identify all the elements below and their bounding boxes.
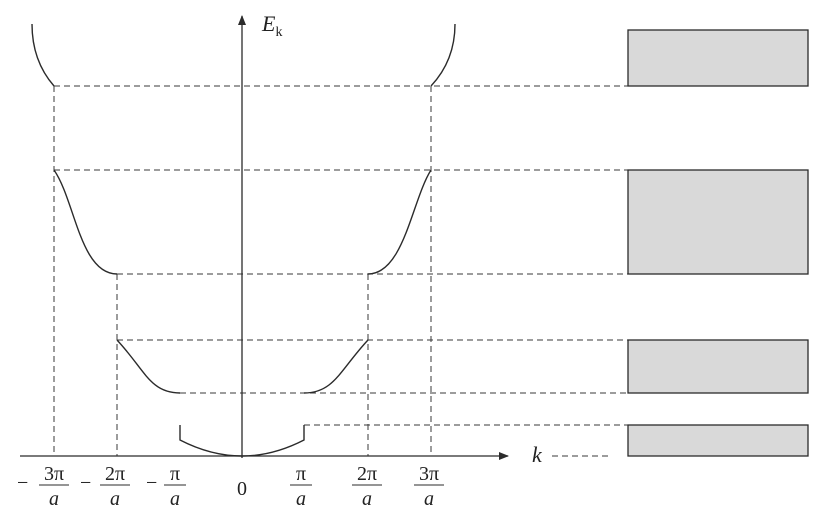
energy-band-1	[627, 424, 809, 457]
energy-band-3	[627, 169, 809, 275]
x-axis-label: k	[532, 442, 543, 467]
tick-denominator: a	[296, 488, 306, 510]
band-1-curve	[179, 425, 305, 457]
tick-label-pospi: π a	[290, 463, 312, 510]
tick-label-pos2pi: 2π a	[352, 463, 382, 510]
y-axis-label: Ek	[261, 11, 282, 40]
tick-sign: −	[17, 472, 28, 494]
tick-numerator: π	[170, 463, 180, 485]
tick-denominator: a	[110, 488, 120, 510]
tick-sign: −	[146, 472, 157, 494]
tick-denominator: a	[424, 488, 434, 510]
tick-sign: −	[80, 472, 91, 494]
energy-band-4	[627, 29, 809, 87]
tick-numerator: 2π	[105, 463, 125, 485]
tick-label-neg2pi: − 2π a	[80, 463, 130, 510]
tick-label-zero: 0	[237, 478, 247, 500]
energy-bands	[627, 29, 809, 457]
tick-numerator: 2π	[357, 463, 377, 485]
tick-numerator: 3π	[419, 463, 439, 485]
dispersion-curves	[31, 23, 456, 457]
band-4-left-curve	[31, 23, 55, 87]
axes	[20, 15, 509, 460]
band-2-right-curve	[303, 339, 369, 394]
tick-label-neg3pi: − 3π a	[17, 463, 69, 510]
band-3-left-curve	[53, 169, 118, 275]
tick-label-pos3pi: 3π a	[414, 463, 444, 510]
tick-numerator: π	[296, 463, 306, 485]
tick-numerator: 3π	[44, 463, 64, 485]
tick-labels: − 3π a − 2π a − π a 0 π a	[17, 463, 444, 510]
band-2-left-curve	[116, 339, 181, 394]
tick-zero: 0	[237, 478, 247, 500]
band-3-right-curve	[367, 169, 432, 275]
tick-denominator: a	[362, 488, 372, 510]
tick-denominator: a	[170, 488, 180, 510]
energy-band-2	[627, 339, 809, 394]
dashed-guides	[53, 85, 628, 457]
tick-label-negpi: − π a	[146, 463, 186, 510]
band-4-right-curve	[430, 23, 456, 87]
tick-denominator: a	[49, 488, 59, 510]
